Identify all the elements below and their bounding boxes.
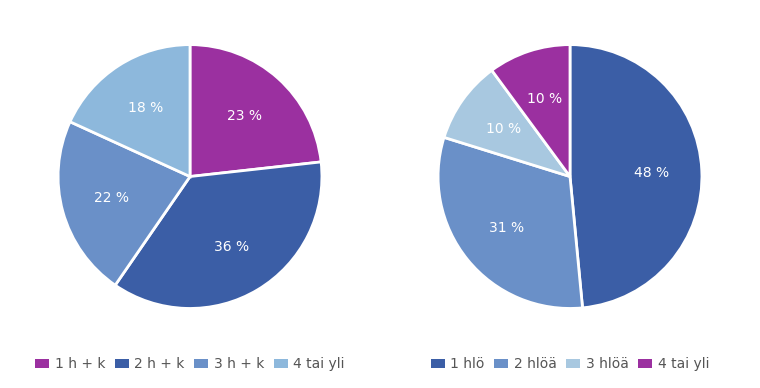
Text: 10 %: 10 % — [527, 92, 562, 106]
Text: 23 %: 23 % — [227, 109, 262, 123]
Text: 48 %: 48 % — [634, 166, 670, 180]
Text: 10 %: 10 % — [486, 122, 521, 136]
Legend: 1 hlö, 2 hlöä, 3 hlöä, 4 tai yli: 1 hlö, 2 hlöä, 3 hlöä, 4 tai yli — [425, 352, 715, 377]
Wedge shape — [492, 45, 570, 177]
Legend: 1 h + k, 2 h + k, 3 h + k, 4 tai yli: 1 h + k, 2 h + k, 3 h + k, 4 tai yli — [30, 352, 350, 377]
Text: 36 %: 36 % — [214, 240, 249, 254]
Wedge shape — [570, 45, 702, 308]
Wedge shape — [70, 45, 190, 177]
Wedge shape — [438, 137, 582, 308]
Text: 31 %: 31 % — [489, 221, 524, 235]
Wedge shape — [190, 45, 321, 177]
Wedge shape — [444, 70, 570, 177]
Text: 18 %: 18 % — [128, 101, 163, 115]
Wedge shape — [58, 122, 190, 285]
Text: 22 %: 22 % — [93, 191, 128, 205]
Wedge shape — [116, 162, 322, 308]
